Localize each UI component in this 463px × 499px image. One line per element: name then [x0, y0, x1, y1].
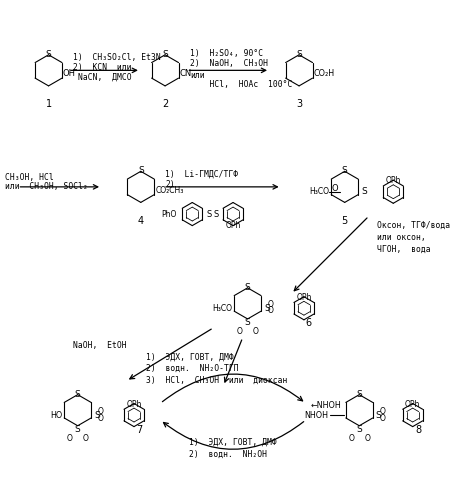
Text: H₃CO: H₃CO [212, 304, 232, 313]
Text: CN: CN [179, 69, 191, 78]
Text: S: S [213, 210, 219, 219]
Text: S: S [244, 318, 250, 327]
Text: 2)  KCN  или: 2) KCN или [73, 63, 131, 72]
Text: 6: 6 [305, 318, 311, 328]
Text: 1)  Li-ГМДС/ТГФ: 1) Li-ГМДС/ТГФ [165, 170, 238, 179]
Text: O: O [237, 327, 242, 336]
Text: S: S [75, 425, 81, 434]
Text: ЧГOH,  вода: ЧГOH, вода [376, 245, 430, 253]
Text: S: S [162, 50, 168, 59]
Text: S: S [341, 167, 347, 176]
Text: CO₂H: CO₂H [313, 69, 334, 78]
Text: NaOH,  EtOH: NaOH, EtOH [73, 341, 126, 350]
Text: O: O [363, 434, 369, 443]
Text: 1)  CH₃SO₂Cl, Et3N: 1) CH₃SO₂Cl, Et3N [73, 53, 160, 62]
Text: 7: 7 [136, 425, 142, 435]
Text: O: O [82, 434, 88, 443]
Text: NaCN,  ДМСО: NaCN, ДМСО [77, 73, 131, 82]
Text: 4: 4 [138, 216, 144, 226]
Text: O: O [379, 414, 385, 423]
Text: OPh: OPh [225, 221, 240, 230]
Text: S: S [244, 283, 250, 292]
Text: 2)  водн.  NH₂O-ТГП: 2) водн. NH₂O-ТГП [145, 364, 238, 373]
Text: 1)  ЭДХ, ГОВТ, ДМФ: 1) ЭДХ, ГОВТ, ДМФ [189, 438, 276, 447]
Text: 5: 5 [341, 216, 347, 226]
Text: 8: 8 [415, 425, 421, 435]
Text: OPh: OPh [295, 293, 311, 302]
Text: ←NHOH: ←NHOH [310, 401, 341, 410]
Text: 1)  ЭДХ, ГОВТ, ДМФ: 1) ЭДХ, ГОВТ, ДМФ [145, 352, 233, 361]
Text: H₃CO: H₃CO [308, 187, 328, 196]
Text: O: O [268, 306, 273, 315]
Text: 2)  NaOH,  CH₃OH: 2) NaOH, CH₃OH [190, 59, 268, 68]
Text: S: S [263, 304, 269, 313]
Text: 1)  H₂SO₄, 90°C: 1) H₂SO₄, 90°C [190, 49, 263, 58]
Text: или: или [190, 71, 205, 80]
Text: 1: 1 [45, 99, 51, 109]
Text: NHOH: NHOH [304, 411, 327, 420]
Text: 2)  водн.  NH₂OH: 2) водн. NH₂OH [189, 450, 267, 459]
Text: O: O [67, 434, 73, 443]
Text: S: S [94, 411, 100, 420]
Text: O: O [379, 407, 385, 416]
Text: S: S [45, 50, 51, 59]
Text: O: O [348, 434, 354, 443]
Text: S: S [295, 50, 301, 59]
Text: O: O [268, 300, 273, 309]
Text: HO: HO [50, 411, 62, 420]
Text: или оксон,: или оксон, [376, 233, 425, 242]
Text: S: S [356, 390, 362, 399]
Text: OPh: OPh [404, 400, 419, 409]
Text: O: O [331, 184, 338, 193]
Text: CO₂CH₃: CO₂CH₃ [155, 186, 183, 195]
Text: 2): 2) [165, 181, 175, 190]
Text: S: S [75, 390, 81, 399]
Text: Оксон, ТГФ/вода: Оксон, ТГФ/вода [376, 221, 449, 230]
Text: O: O [98, 414, 104, 423]
Text: S: S [375, 411, 381, 420]
Text: или  CH₃OH, SOCl₂: или CH₃OH, SOCl₂ [5, 182, 88, 192]
Text: CH₃OH, HCl: CH₃OH, HCl [5, 173, 54, 182]
Text: OPh: OPh [385, 176, 400, 185]
Text: S: S [138, 167, 144, 176]
Text: 3)  HCl,  CH₃OH  или  диоксан: 3) HCl, CH₃OH или диоксан [145, 376, 287, 385]
Text: OH: OH [63, 69, 76, 78]
Text: S: S [356, 425, 362, 434]
Text: HCl,  HOAc  100°C: HCl, HOAc 100°C [190, 80, 292, 89]
Text: 2: 2 [162, 99, 168, 109]
Text: O: O [98, 407, 104, 416]
Text: S: S [360, 187, 366, 196]
Text: 3: 3 [295, 99, 301, 109]
Text: PhO: PhO [161, 210, 176, 219]
Text: S: S [206, 210, 212, 219]
Text: O: O [252, 327, 258, 336]
Text: OPh: OPh [126, 400, 141, 409]
